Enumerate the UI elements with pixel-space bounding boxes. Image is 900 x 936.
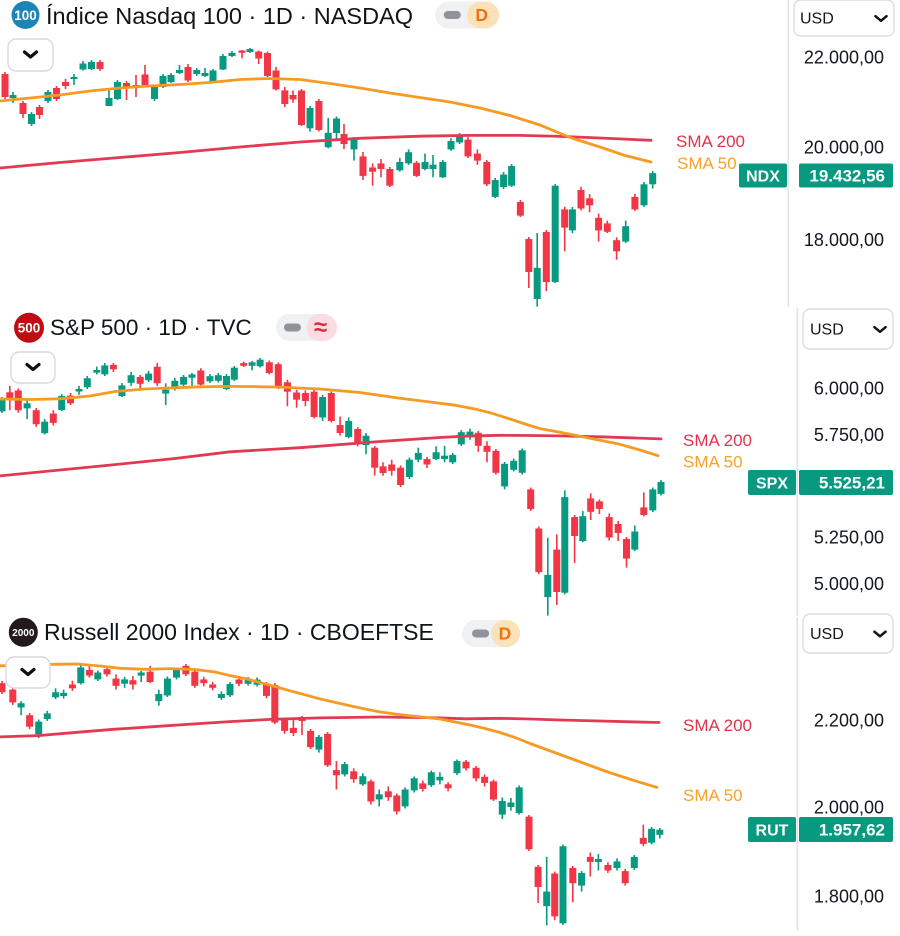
svg-text:20.000,00: 20.000,00: [804, 138, 884, 158]
svg-text:5.250,00: 5.250,00: [814, 528, 884, 548]
svg-text:Índice Nasdaq 100 · 1D · NASDA: Índice Nasdaq 100 · 1D · NASDAQ: [46, 3, 413, 29]
svg-text:2.200,00: 2.200,00: [814, 710, 884, 730]
svg-text:Russell 2000 Index · 1D · CBOE: Russell 2000 Index · 1D · CBOEFTSE: [44, 619, 434, 645]
svg-text:USD: USD: [810, 322, 844, 339]
svg-text:RUT: RUT: [756, 822, 789, 839]
svg-text:5.750,00: 5.750,00: [814, 425, 884, 445]
svg-text:22.000,00: 22.000,00: [804, 48, 884, 68]
svg-text:SMA 200: SMA 200: [683, 716, 752, 735]
svg-text:6.000,00: 6.000,00: [814, 379, 884, 399]
svg-text:2.000,00: 2.000,00: [814, 797, 884, 817]
svg-text:2000: 2000: [12, 628, 35, 639]
svg-text:5.000,00: 5.000,00: [814, 574, 884, 594]
svg-text:SMA 50: SMA 50: [683, 786, 743, 805]
svg-text:1.957,62: 1.957,62: [819, 821, 885, 840]
svg-text:USD: USD: [810, 626, 844, 643]
svg-text:D: D: [475, 5, 488, 25]
svg-text:5.525,21: 5.525,21: [819, 474, 885, 493]
svg-text:SMA 50: SMA 50: [683, 453, 743, 472]
svg-text:SMA 50: SMA 50: [677, 154, 737, 173]
svg-text:19.432,56: 19.432,56: [809, 167, 885, 186]
svg-text:D: D: [499, 624, 512, 644]
svg-text:SPX: SPX: [756, 475, 788, 492]
svg-text:USD: USD: [800, 11, 834, 28]
svg-text:SMA 200: SMA 200: [676, 132, 745, 151]
svg-text:18.000,00: 18.000,00: [804, 230, 884, 250]
svg-text:≈: ≈: [314, 314, 327, 341]
svg-text:NDX: NDX: [746, 168, 780, 185]
svg-text:S&P 500 · 1D · TVC: S&P 500 · 1D · TVC: [50, 315, 252, 340]
svg-text:SMA 200: SMA 200: [683, 431, 752, 450]
svg-text:100: 100: [14, 8, 37, 23]
svg-text:500: 500: [18, 321, 41, 336]
svg-text:1.800,00: 1.800,00: [814, 886, 884, 906]
